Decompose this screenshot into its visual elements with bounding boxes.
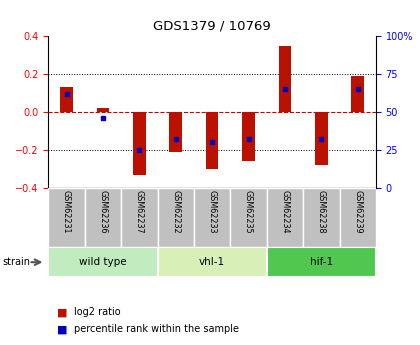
Text: hif-1: hif-1 <box>310 257 333 267</box>
Text: GSM62237: GSM62237 <box>135 190 144 234</box>
Bar <box>351 76 364 112</box>
Bar <box>158 188 194 247</box>
Bar <box>267 188 303 247</box>
Text: GSM62234: GSM62234 <box>281 190 289 233</box>
Bar <box>206 112 218 169</box>
Bar <box>303 188 339 247</box>
Text: wild type: wild type <box>79 257 127 267</box>
Bar <box>315 112 328 165</box>
Text: vhl-1: vhl-1 <box>199 257 225 267</box>
Bar <box>267 247 376 277</box>
Bar <box>60 87 73 112</box>
Bar <box>278 46 291 112</box>
Text: GSM62232: GSM62232 <box>171 190 180 234</box>
Text: strain: strain <box>2 257 30 267</box>
Bar <box>230 188 267 247</box>
Bar <box>48 247 158 277</box>
Bar <box>48 188 85 247</box>
Text: GSM62236: GSM62236 <box>98 190 108 233</box>
Bar <box>133 112 146 175</box>
Text: GDS1379 / 10769: GDS1379 / 10769 <box>153 20 271 33</box>
Text: percentile rank within the sample: percentile rank within the sample <box>74 325 239 334</box>
Text: GSM62231: GSM62231 <box>62 190 71 233</box>
Bar <box>158 247 267 277</box>
Text: GSM62238: GSM62238 <box>317 190 326 233</box>
Bar <box>121 188 158 247</box>
Bar <box>169 112 182 152</box>
Text: ■: ■ <box>57 307 67 317</box>
Text: GSM62235: GSM62235 <box>244 190 253 234</box>
Bar <box>97 108 109 112</box>
Text: ■: ■ <box>57 325 67 334</box>
Text: log2 ratio: log2 ratio <box>74 307 120 317</box>
Bar <box>339 188 376 247</box>
Text: GSM62239: GSM62239 <box>353 190 362 234</box>
Bar <box>194 188 230 247</box>
Bar <box>85 188 121 247</box>
Bar <box>242 112 255 161</box>
Text: GSM62233: GSM62233 <box>207 190 217 233</box>
